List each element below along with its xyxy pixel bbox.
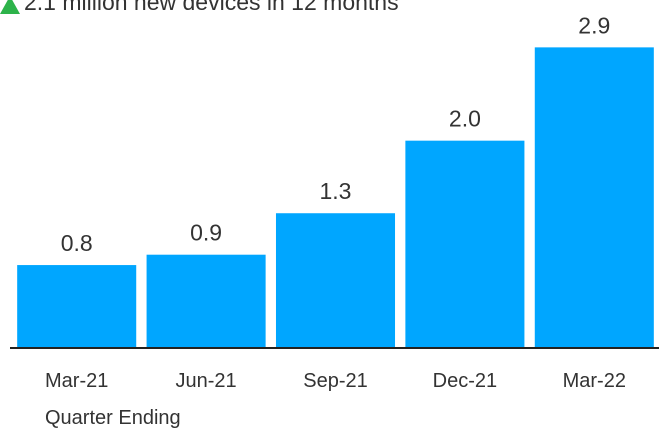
bar	[405, 140, 525, 348]
data-label: 2.0	[449, 106, 481, 132]
x-tick-label: Mar-21	[45, 370, 108, 392]
data-label: 0.9	[190, 220, 222, 246]
x-tick-label: Jun-21	[176, 370, 237, 392]
data-label: 1.3	[320, 178, 352, 204]
chart-subtitle: 2.1 million new devices in 12 months	[24, 0, 399, 15]
bar	[146, 254, 266, 348]
bar	[534, 47, 654, 348]
x-axis-title: Quarter Ending	[45, 407, 181, 429]
up-arrow-icon	[0, 0, 20, 14]
bar	[17, 265, 137, 348]
x-tick-label: Mar-22	[563, 370, 626, 392]
x-tick-label: Dec-21	[433, 370, 497, 392]
data-label: 2.9	[578, 12, 610, 38]
data-label: 0.8	[61, 230, 93, 256]
bar	[275, 213, 396, 348]
x-tick-label: Sep-21	[303, 370, 368, 392]
